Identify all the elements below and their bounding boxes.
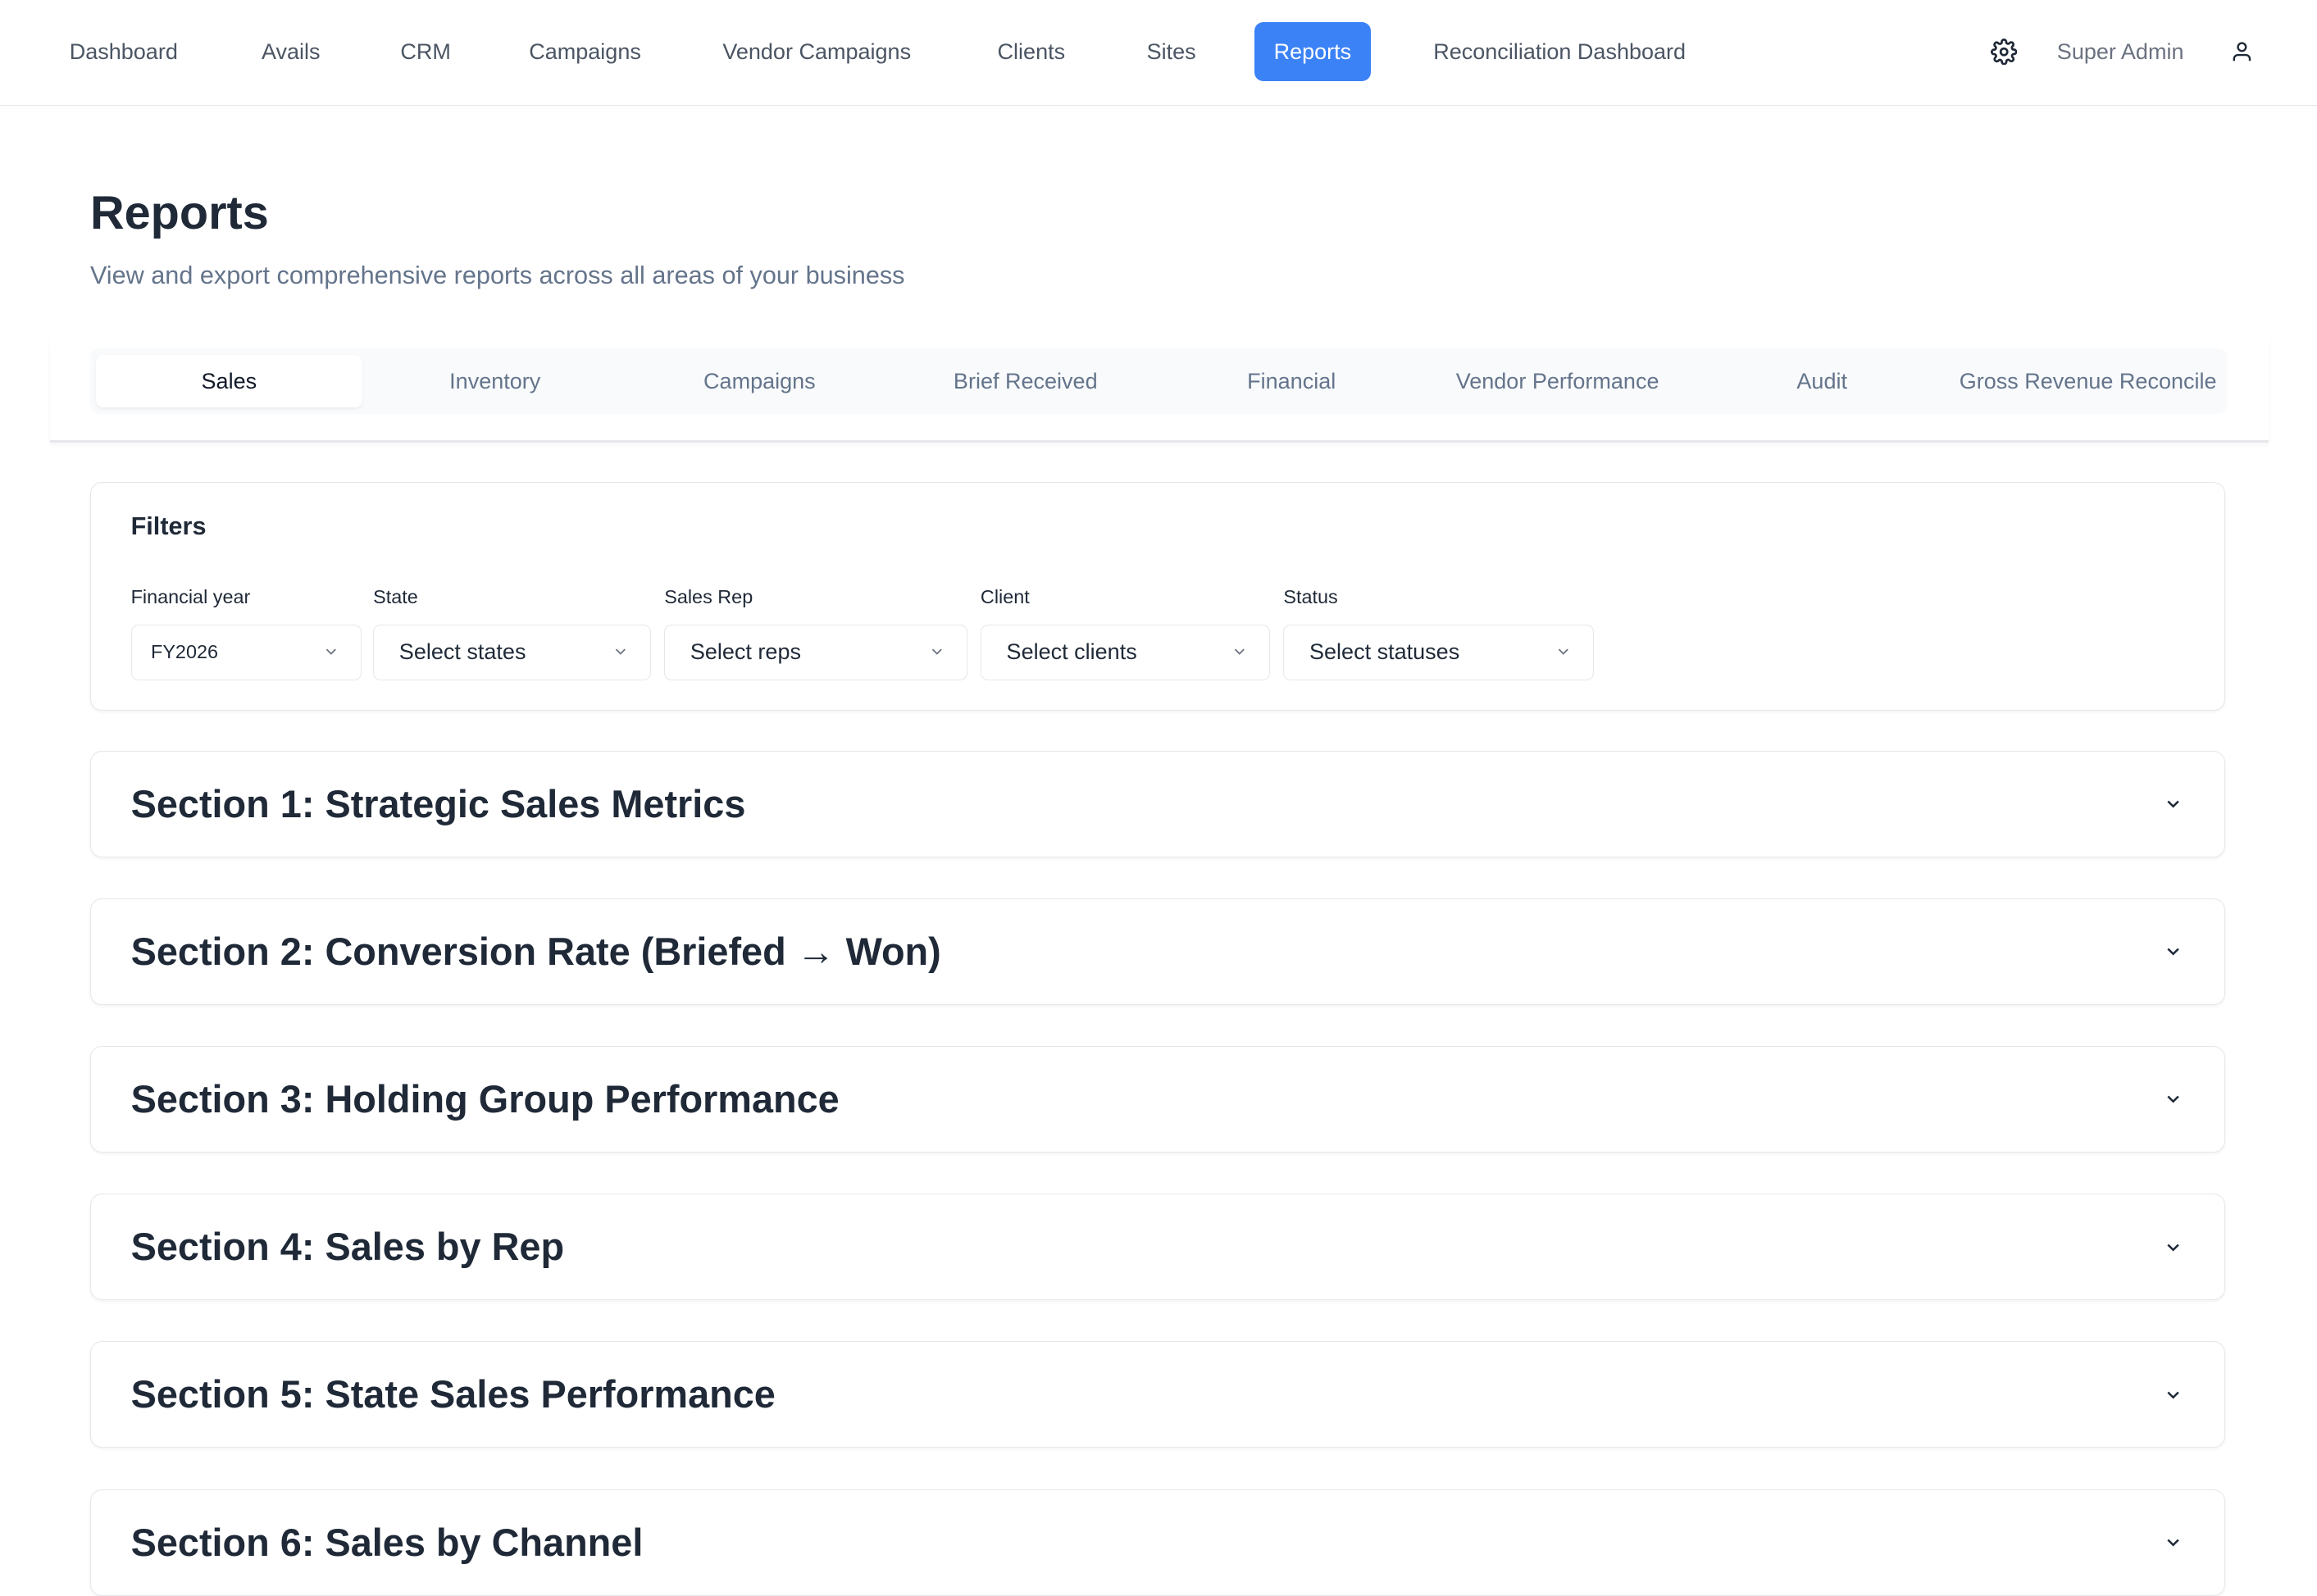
nav-dashboard[interactable]: Dashboard bbox=[69, 39, 178, 65]
financial-year-select[interactable]: FY2026 bbox=[130, 624, 362, 681]
filters-card: Filters Financial year State Sales Rep C… bbox=[89, 481, 2226, 712]
chevron-down-icon bbox=[1555, 625, 1573, 679]
chevron-down-icon bbox=[928, 625, 946, 679]
tab-vendor-performance[interactable]: Vendor Performance bbox=[1455, 368, 1659, 393]
filters-title: Filters bbox=[130, 512, 207, 540]
chevron-down-icon[interactable] bbox=[2163, 752, 2183, 857]
section-title: Section 5: State Sales Performance bbox=[130, 1373, 776, 1416]
tab-audit[interactable]: Audit bbox=[1796, 368, 1847, 393]
section-2-accordion[interactable]: Section 2: Conversion Rate (Briefed → Wo… bbox=[89, 898, 2226, 1005]
sales-rep-select[interactable]: Select reps bbox=[664, 624, 967, 681]
section-title: Section 3: Holding Group Performance bbox=[130, 1078, 840, 1121]
state-select[interactable]: Select states bbox=[373, 624, 651, 681]
chevron-down-icon[interactable] bbox=[2163, 899, 2183, 1004]
nav-clients[interactable]: Clients bbox=[997, 39, 1066, 65]
section-title: Section 1: Strategic Sales Metrics bbox=[130, 782, 746, 825]
nav-campaigns[interactable]: Campaigns bbox=[529, 39, 641, 65]
section-5-accordion[interactable]: Section 5: State Sales Performance bbox=[89, 1341, 2226, 1448]
section-6-accordion[interactable]: Section 6: Sales by Channel bbox=[89, 1489, 2226, 1596]
chevron-down-icon[interactable] bbox=[2163, 1194, 2183, 1299]
nav-crm[interactable]: CRM bbox=[400, 39, 451, 65]
nav-avails[interactable]: Avails bbox=[261, 39, 321, 65]
gear-icon[interactable] bbox=[1989, 37, 2019, 66]
nav-reports[interactable]: Reports bbox=[1254, 22, 1371, 82]
nav-sites[interactable]: Sites bbox=[1146, 39, 1196, 65]
chevron-down-icon[interactable] bbox=[2163, 1047, 2183, 1152]
sales-rep-label: Sales Rep bbox=[664, 585, 753, 607]
page-subtitle: View and export comprehensive reports ac… bbox=[89, 261, 905, 289]
client-select[interactable]: Select clients bbox=[980, 624, 1271, 681]
tab-campaigns[interactable]: Campaigns bbox=[703, 368, 816, 393]
tab-list: Sales Inventory Campaigns Brief Received… bbox=[89, 348, 2228, 414]
chevron-down-icon bbox=[1231, 625, 1249, 679]
nav-vendor-campaigns[interactable]: Vendor Campaigns bbox=[722, 39, 912, 65]
section-title: Section 2: Conversion Rate (Briefed → Wo… bbox=[130, 930, 941, 973]
tab-financial[interactable]: Financial bbox=[1247, 368, 1336, 393]
chevron-down-icon[interactable] bbox=[2163, 1342, 2183, 1447]
state-label: State bbox=[373, 585, 418, 607]
report-tabs: Sales Inventory Campaigns Brief Received… bbox=[50, 337, 2269, 443]
section-1-accordion[interactable]: Section 1: Strategic Sales Metrics bbox=[89, 750, 2226, 857]
chevron-down-icon bbox=[612, 625, 630, 679]
state-placeholder: Select states bbox=[398, 639, 526, 664]
page-title: Reports bbox=[89, 187, 269, 240]
client-label: Client bbox=[980, 585, 1030, 607]
tab-sales[interactable]: Sales bbox=[96, 354, 362, 408]
section-title: Section 6: Sales by Channel bbox=[130, 1521, 644, 1564]
status-label: Status bbox=[1283, 585, 1338, 607]
financial-year-label: Financial year bbox=[130, 585, 251, 607]
nav-reconciliation-dashboard[interactable]: Reconciliation Dashboard bbox=[1433, 39, 1687, 65]
section-title: Section 4: Sales by Rep bbox=[130, 1225, 565, 1269]
sales-rep-placeholder: Select reps bbox=[690, 639, 801, 664]
user-name[interactable]: Super Admin bbox=[2056, 39, 2184, 65]
financial-year-value: FY2026 bbox=[151, 640, 218, 662]
chevron-down-icon bbox=[322, 625, 340, 679]
tab-gross-revenue-reconcile[interactable]: Gross Revenue Reconcile bbox=[1959, 368, 2217, 393]
tab-inventory[interactable]: Inventory bbox=[449, 368, 541, 393]
section-4-accordion[interactable]: Section 4: Sales by Rep bbox=[89, 1194, 2226, 1301]
tab-brief-received[interactable]: Brief Received bbox=[953, 368, 1098, 393]
chevron-down-icon[interactable] bbox=[2163, 1490, 2183, 1595]
user-icon[interactable] bbox=[2227, 37, 2256, 66]
status-select[interactable]: Select statuses bbox=[1283, 624, 1594, 681]
top-nav: Dashboard Avails CRM Campaigns Vendor Ca… bbox=[0, 0, 2317, 106]
client-placeholder: Select clients bbox=[1006, 639, 1137, 664]
status-placeholder: Select statuses bbox=[1309, 639, 1460, 664]
section-3-accordion[interactable]: Section 3: Holding Group Performance bbox=[89, 1046, 2226, 1153]
